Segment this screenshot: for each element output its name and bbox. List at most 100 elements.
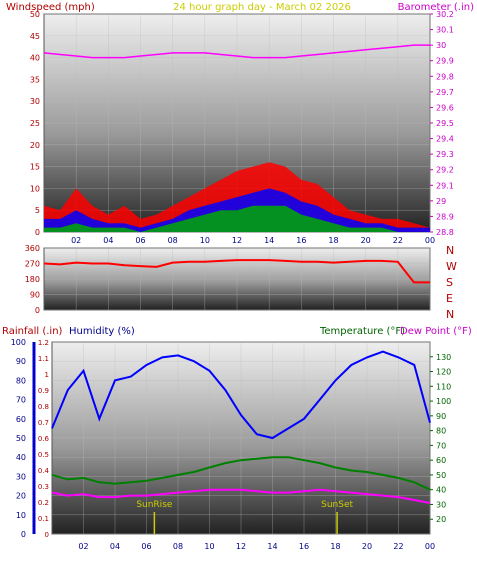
wind-x-tick-label: 18 bbox=[328, 236, 338, 245]
humidity-axis-title: Humidity (%) bbox=[69, 326, 135, 337]
barometer-tick-label: 29 bbox=[436, 197, 446, 206]
humidity-series bbox=[51, 350, 431, 504]
humidity-tick-label: 100 bbox=[11, 338, 26, 347]
temperature-axis-title: Temperature (°F) bbox=[319, 326, 405, 337]
temperature-tick-label: 60 bbox=[436, 456, 446, 465]
direction-line bbox=[43, 259, 430, 284]
direction-tick-label: 90 bbox=[30, 291, 40, 300]
windspeed-tick-label: 15 bbox=[30, 163, 40, 172]
sun-annotations: SunRise SunSet bbox=[136, 500, 353, 534]
barometer-tick-label: 28.9 bbox=[436, 212, 454, 221]
temperature-tick-label: 30 bbox=[436, 500, 446, 509]
barometer-axis-title: Barometer (.in) bbox=[398, 2, 474, 13]
barometer-tick-label: 29.9 bbox=[436, 57, 454, 66]
barometer-tick-label: 30.1 bbox=[436, 26, 454, 35]
wind-x-tick-label: 14 bbox=[264, 236, 274, 245]
rainfall-tick-label: 0.2 bbox=[38, 499, 49, 507]
rainfall-tick-label: 0 bbox=[45, 531, 49, 539]
rainfall-tick-label: 0.1 bbox=[38, 515, 49, 523]
humidity-tick-label: 90 bbox=[16, 357, 26, 366]
barometer-tick-label: 29.2 bbox=[436, 166, 454, 175]
humidity-x-tick-label: 08 bbox=[173, 542, 183, 551]
wind-x-tick-label: 22 bbox=[393, 236, 403, 245]
wind-x-tick-label: 10 bbox=[200, 236, 210, 245]
compass-label: E bbox=[446, 292, 453, 305]
windspeed-tick-label: 40 bbox=[30, 54, 40, 63]
temperature-tick-label: 20 bbox=[436, 515, 446, 524]
direction-tick-label: 0 bbox=[35, 306, 40, 315]
temperature-tick-label: 80 bbox=[436, 427, 446, 436]
humidity-tick-label: 70 bbox=[16, 396, 26, 405]
rainfall-tick-label: 0.4 bbox=[38, 467, 50, 475]
rainfall-tick-label: 0.9 bbox=[38, 387, 49, 395]
humidity-x-tick-label: 20 bbox=[362, 542, 372, 551]
barometer-line bbox=[43, 44, 430, 59]
dewpoint-line bbox=[51, 488, 431, 504]
barometer-tick-label: 30 bbox=[436, 41, 446, 50]
wind-x-tick-label: 02 bbox=[71, 236, 81, 245]
compass-label: W bbox=[446, 260, 457, 273]
direction-tick-label: 270 bbox=[25, 260, 40, 269]
wind-x-tick-label: 00 bbox=[425, 236, 435, 245]
wind_min-area bbox=[44, 205, 430, 232]
wind-x-ticks: 02 04 06 08 10 12 14 16 18 20 22 00 bbox=[71, 236, 435, 245]
temperature-y-ticks: 20 30 40 50 60 70 80 90 100 110 120 130 bbox=[430, 353, 451, 524]
humidity-x-ticks: 02 04 06 08 10 12 14 16 18 20 22 00 bbox=[78, 542, 435, 551]
barometer-tick-label: 29.8 bbox=[436, 72, 454, 81]
barometer-tick-label: 29.3 bbox=[436, 150, 454, 159]
humidity-line bbox=[51, 350, 431, 440]
sun-marker-label: SunSet bbox=[321, 500, 353, 510]
windspeed-tick-label: 50 bbox=[30, 10, 40, 19]
humidity-y-ticks: 0 10 20 30 40 50 60 70 80 90 100 bbox=[11, 338, 26, 539]
barometer-tick-label: 30.2 bbox=[436, 10, 454, 19]
compass-label: S bbox=[446, 276, 453, 289]
rainfall-y-ticks: 0 0.1 0.2 0.3 0.4 0.5 0.6 0.7 0.8 0.9 1 1.1 1.2 bbox=[38, 339, 50, 539]
temperature-line bbox=[51, 456, 431, 491]
temperature-tick-label: 100 bbox=[436, 397, 451, 406]
rainfall-tick-label: 0.5 bbox=[38, 451, 49, 459]
humidity-tick-label: 60 bbox=[16, 415, 26, 424]
humidity-x-tick-label: 10 bbox=[204, 542, 214, 551]
windspeed-tick-label: 10 bbox=[30, 184, 40, 193]
windspeed-tick-label: 30 bbox=[30, 97, 40, 106]
dewpoint-axis-title: Dew Point (°F) bbox=[400, 326, 472, 337]
windspeed-tick-label: 25 bbox=[30, 119, 40, 128]
sun-marker-label: SunRise bbox=[136, 500, 173, 510]
windspeed-tick-label: 20 bbox=[30, 141, 40, 150]
humidity-x-tick-label: 18 bbox=[330, 542, 340, 551]
barometer-tick-label: 29.1 bbox=[436, 181, 454, 190]
barometer-tick-label: 28.8 bbox=[436, 228, 454, 237]
humidity-x-tick-label: 02 bbox=[78, 542, 88, 551]
barometer-tick-label: 29.4 bbox=[436, 135, 454, 144]
chart-title: 24 hour graph day - March 02 2026 bbox=[173, 2, 351, 13]
humidity-x-tick-label: 06 bbox=[141, 542, 151, 551]
temperature-tick-label: 130 bbox=[436, 353, 451, 362]
humidity-x-tick-label: 16 bbox=[299, 542, 309, 551]
rainfall-axis-title: Rainfall (.in) bbox=[2, 326, 63, 337]
humidity-tick-label: 0 bbox=[21, 530, 26, 539]
direction-grid bbox=[44, 247, 431, 311]
humidity-x-tick-label: 22 bbox=[393, 542, 403, 551]
humidity-grid bbox=[52, 341, 431, 535]
rainfall-tick-label: 1.1 bbox=[38, 355, 49, 363]
windspeed-tick-label: 45 bbox=[30, 32, 40, 41]
humidity-x-tick-label: 04 bbox=[110, 542, 120, 551]
direction-tick-label: 180 bbox=[25, 275, 40, 284]
windspeed-tick-label: 0 bbox=[35, 228, 40, 237]
temperature-tick-label: 90 bbox=[436, 412, 446, 421]
humidity-tick-label: 30 bbox=[16, 472, 26, 481]
direction-series bbox=[43, 259, 430, 284]
humidity-tick-label: 80 bbox=[16, 376, 26, 385]
direction-tick-label: 360 bbox=[25, 244, 40, 253]
humidity-x-tick-label: 00 bbox=[425, 542, 435, 551]
wind-x-tick-label: 04 bbox=[103, 236, 113, 245]
humidity-x-tick-label: 12 bbox=[236, 542, 246, 551]
rainfall-tick-label: 0.6 bbox=[38, 435, 50, 443]
wind-x-tick-label: 06 bbox=[135, 236, 145, 245]
barometer-y-ticks: 28.8 28.9 29 29.1 29.2 29.3 29.4 29.5 29.6 29.7 29… bbox=[430, 10, 454, 237]
compass-label: N bbox=[446, 308, 454, 321]
temperature-tick-label: 70 bbox=[436, 441, 446, 450]
rainfall-tick-label: 1 bbox=[45, 371, 49, 379]
